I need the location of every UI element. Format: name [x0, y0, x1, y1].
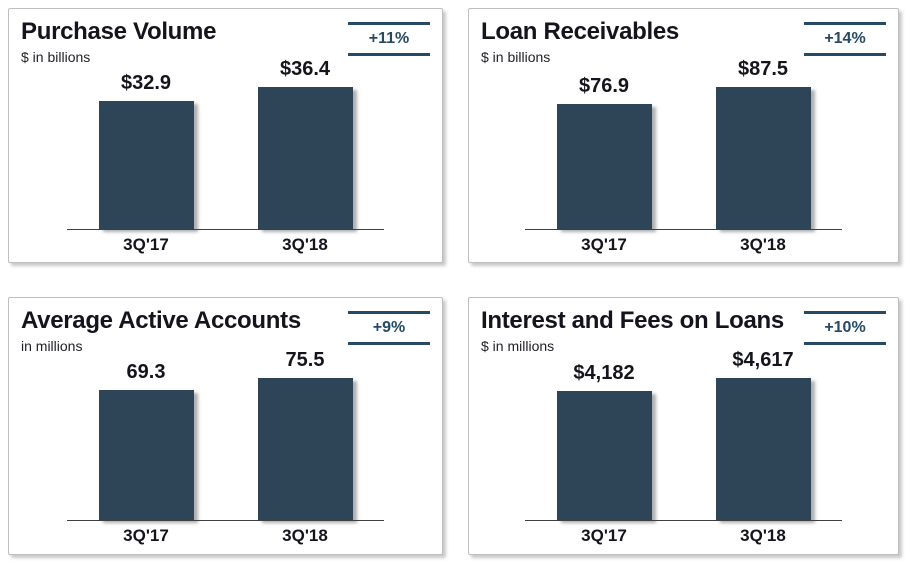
bar-group: $36.4	[257, 58, 353, 230]
value-label: 69.3	[126, 361, 166, 383]
chart-subtitle: $ in billions	[481, 49, 551, 66]
card-header: Purchase Volume $ in billions +11%	[21, 18, 430, 66]
chart-area: $76.9 $87.5	[481, 58, 886, 230]
title-block: Average Active Accounts in millions	[21, 307, 301, 355]
bar	[715, 87, 811, 230]
chart-card-interest-and-fees: Interest and Fees on Loans $ in millions…	[468, 297, 899, 555]
bar-group: $4,617	[715, 349, 811, 520]
card-header: Average Active Accounts in millions +9%	[21, 307, 430, 356]
bar-group: 75.5	[257, 349, 353, 520]
title-block: Purchase Volume $ in billions	[21, 18, 217, 66]
chart-area: $32.9 $36.4	[21, 58, 430, 230]
chart-subtitle: $ in billions	[21, 49, 91, 66]
title-block: Interest and Fees on Loans $ in millions	[481, 307, 784, 355]
card-header: Interest and Fees on Loans $ in millions…	[481, 307, 886, 356]
chart-subtitle: $ in millions	[481, 338, 555, 355]
value-label: $4,182	[573, 362, 635, 384]
chart-area: $4,182 $4,617	[481, 349, 886, 520]
value-label: $4,617	[732, 349, 794, 371]
value-label: $76.9	[578, 75, 630, 98]
bar-group: $76.9	[556, 75, 652, 230]
chart-title: Purchase Volume	[21, 18, 217, 45]
category-labels: 3Q'17 3Q'18	[481, 235, 886, 255]
bar	[257, 378, 353, 520]
chart-area: 69.3 75.5	[21, 349, 430, 520]
growth-badge: +14%	[804, 22, 886, 56]
category-labels: 3Q'17 3Q'18	[481, 526, 886, 546]
category-label: 3Q'17	[123, 526, 169, 545]
category-label: 3Q'18	[740, 526, 786, 545]
category-label: 3Q'17	[123, 235, 169, 255]
chart-card-purchase-volume: Purchase Volume $ in billions +11% $32.9…	[8, 8, 443, 263]
category-labels: 3Q'17 3Q'18	[21, 526, 430, 546]
bar-group: $32.9	[98, 72, 194, 230]
value-label: $36.4	[279, 58, 331, 81]
category-label: 3Q'18	[740, 235, 786, 255]
value-label: 75.5	[285, 349, 325, 371]
chart-card-loan-receivables: Loan Receivables $ in billions +14% $76.…	[468, 8, 899, 263]
axis-line	[67, 520, 384, 521]
bar-group: $4,182	[556, 362, 652, 520]
bar	[556, 391, 652, 520]
chart-subtitle: in millions	[21, 338, 83, 355]
axis-line	[525, 520, 842, 521]
value-label: $32.9	[120, 72, 172, 95]
chart-title: Interest and Fees on Loans	[481, 307, 784, 334]
bar	[556, 104, 652, 230]
axis-line	[525, 229, 842, 231]
growth-badge: +9%	[348, 311, 430, 345]
category-label: 3Q'18	[282, 235, 328, 255]
growth-badge: +11%	[348, 22, 430, 56]
growth-badge: +10%	[804, 311, 886, 345]
title-block: Loan Receivables $ in billions	[481, 18, 679, 66]
bar	[715, 378, 811, 520]
card-header: Loan Receivables $ in billions +14%	[481, 18, 886, 66]
category-label: 3Q'17	[581, 526, 627, 545]
category-labels: 3Q'17 3Q'18	[21, 235, 430, 255]
value-label: $87.5	[737, 58, 789, 81]
bar-group: 69.3	[98, 361, 194, 520]
category-label: 3Q'17	[581, 235, 627, 255]
axis-line	[67, 229, 384, 231]
chart-title: Loan Receivables	[481, 18, 679, 45]
bar	[98, 390, 194, 520]
bar-group: $87.5	[715, 58, 811, 230]
chart-title: Average Active Accounts	[21, 307, 301, 334]
dashboard-grid: Purchase Volume $ in billions +11% $32.9…	[8, 8, 899, 555]
category-label: 3Q'18	[282, 526, 328, 545]
bar	[98, 101, 194, 230]
bar	[257, 87, 353, 230]
chart-card-average-active-accounts: Average Active Accounts in millions +9% …	[8, 297, 443, 555]
